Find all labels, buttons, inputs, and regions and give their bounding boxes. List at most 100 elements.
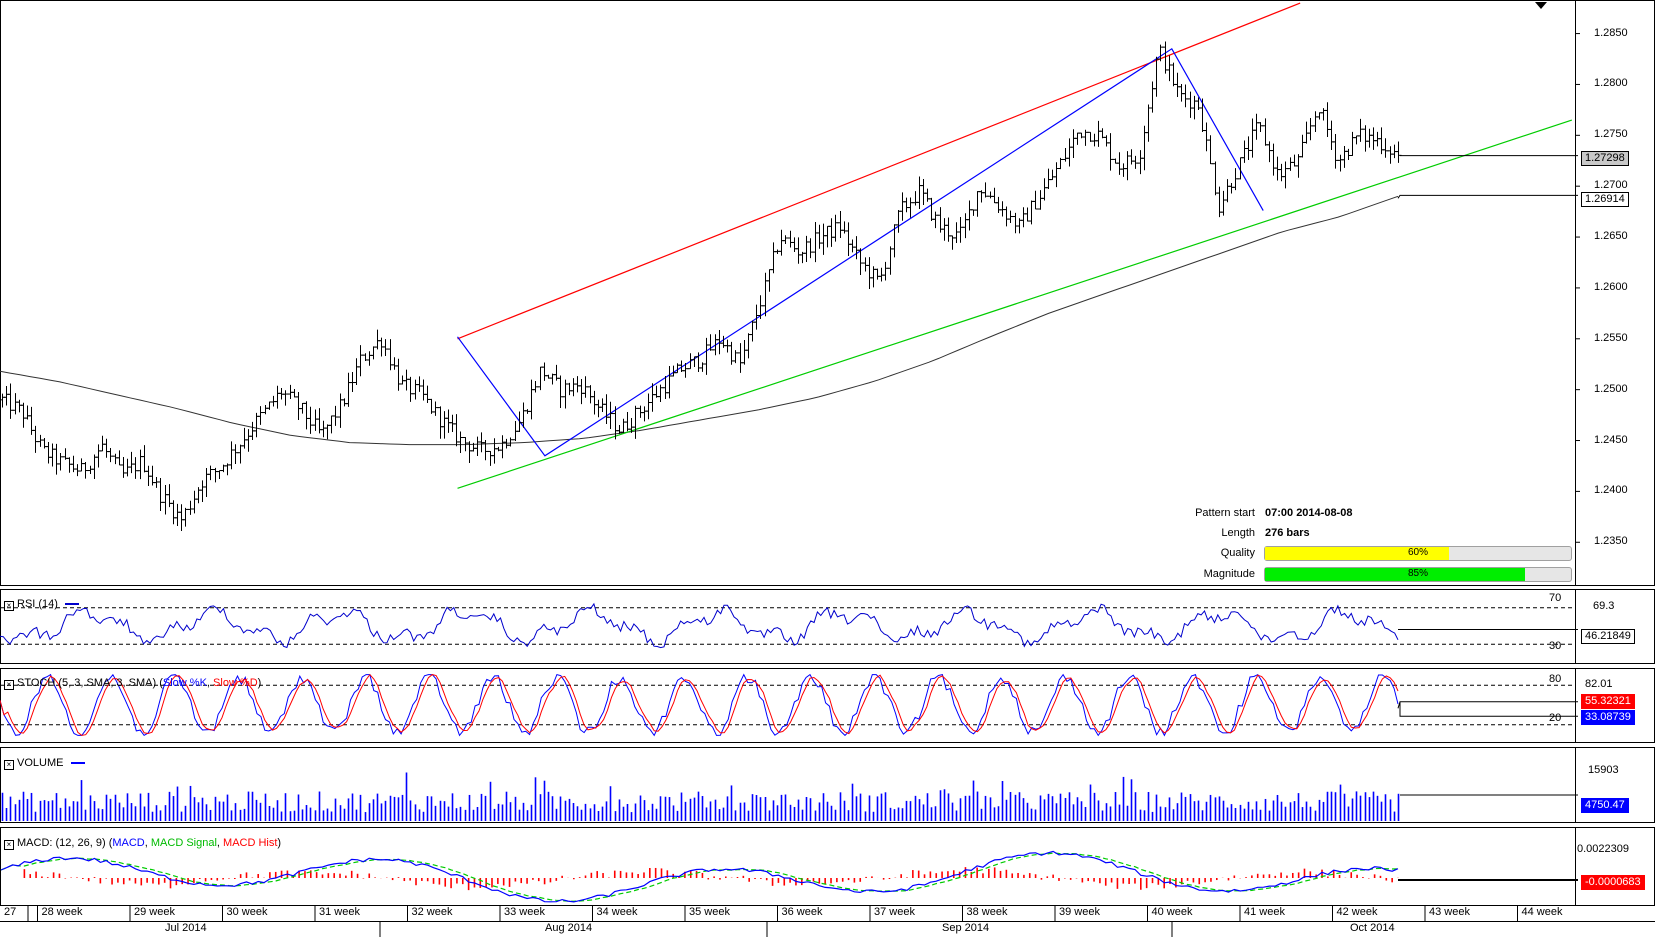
magnitude-bar: 85% — [1264, 567, 1572, 582]
volume-title-text: VOLUME — [17, 757, 64, 769]
moving-average-path — [0, 195, 1399, 446]
magnitude-bar-text: 85% — [1407, 568, 1428, 579]
volume-panel-plot — [1, 772, 1578, 821]
stoch-title-suffix: ) — [257, 677, 262, 689]
rsi-upper-level-label: 70 — [1549, 592, 1562, 604]
macd-title-suffix: ) — [277, 837, 282, 849]
pattern-lines — [457, 2, 1573, 489]
week-label: 42 week — [1336, 906, 1378, 918]
stoch-k-line — [0, 673, 1399, 737]
macd-hist-legend: MACD Hist — [223, 837, 278, 849]
macd-panel-plot — [0, 850, 1578, 903]
week-label: 32 week — [411, 906, 453, 918]
week-label: 37 week — [874, 906, 915, 918]
stoch-sep: , — [206, 677, 214, 689]
week-label: 41 week — [1244, 906, 1285, 918]
macd-axis-label: 0.0022309 — [1577, 843, 1629, 855]
week-label: 36 week — [781, 906, 823, 918]
last-price-badge: 1.27298 — [1581, 151, 1629, 166]
moving-average-line — [0, 195, 1399, 446]
rsi-value-badge: 46.21849 — [1581, 629, 1635, 644]
rsi-axis-label: 69.3 — [1593, 600, 1615, 612]
price-tick-label: 1.2700 — [1594, 179, 1628, 192]
macd-value-badge: -0.0000683 — [1581, 875, 1645, 890]
week-label: 35 week — [689, 906, 730, 918]
rsi-title-text: RSI (14) — [17, 598, 58, 610]
pattern-length-value: 276 bars — [1265, 527, 1310, 539]
value-connectors — [1397, 155, 1578, 199]
close-panel-icon[interactable]: × — [4, 760, 14, 770]
stoch-k-value-badge: 33.08739 — [1581, 710, 1635, 725]
month-label: Sep 2014 — [942, 922, 990, 934]
stoch-d-value-badge: 55.32321 — [1581, 694, 1635, 709]
month-label: Oct 2014 — [1350, 922, 1395, 934]
close-panel-icon[interactable]: × — [4, 601, 14, 611]
magnitude-bar-fill — [1265, 568, 1526, 581]
volume-value-badge: 4750.47 — [1581, 798, 1629, 813]
week-label: 34 week — [596, 906, 638, 918]
rsi-lower-level-label: 30 — [1549, 640, 1562, 652]
stoch-upper-level-label: 80 — [1549, 673, 1562, 685]
stoch-d-connector — [1397, 701, 1578, 709]
week-label: 38 week — [966, 906, 1008, 918]
price-tick-label: 1.2600 — [1594, 280, 1628, 293]
week-label: 40 week — [1151, 906, 1193, 918]
rsi-panel-plot — [0, 602, 1578, 649]
volume-axis-label: 15903 — [1588, 764, 1619, 776]
zigzag-path — [457, 47, 1264, 457]
week-label: 29 week — [134, 906, 175, 918]
pattern-start-value: 07:00 2014-08-08 — [1265, 507, 1353, 519]
month-label: Jul 2014 — [165, 922, 207, 934]
price-tick-label: 1.2400 — [1594, 484, 1628, 497]
macd-sep2: , — [216, 837, 224, 849]
stoch-panel-plot — [0, 673, 1578, 737]
price-tick-label: 1.2850 — [1594, 26, 1628, 39]
price-tick-label: 1.2800 — [1594, 77, 1628, 90]
price-tick-label: 1.2750 — [1594, 128, 1628, 141]
panel-frame-rsi — [0, 589, 1655, 664]
rsi-line — [0, 602, 1399, 649]
stoch-title-text: STOCH (5, 3, SMA, 3, SMA) ( — [17, 677, 163, 689]
week-label: 39 week — [1059, 906, 1100, 918]
ma-connector — [1397, 194, 1578, 199]
moving-average-value-badge: 1.26914 — [1581, 192, 1629, 207]
pattern-length-label: Length — [1221, 527, 1255, 539]
stoch-k-connector — [1399, 701, 1578, 717]
week-label: 28 week — [41, 906, 83, 918]
quality-bar: 60% — [1264, 546, 1572, 561]
price-tick-label: 1.2450 — [1594, 433, 1628, 446]
week-label: 43 week — [1429, 906, 1470, 918]
month-label: Aug 2014 — [545, 922, 593, 934]
price-tick-label: 1.2500 — [1594, 382, 1628, 395]
macd-title-text: MACD: (12, 26, 9) ( — [17, 837, 113, 849]
stoch-k-legend: Slow %K — [162, 677, 207, 689]
rsi-legend-swatch — [65, 603, 80, 606]
stoch-lower-level-label: 20 — [1549, 712, 1562, 724]
price-tick-label: 1.2650 — [1594, 230, 1628, 243]
volume-panel-title[interactable]: × VOLUME — [4, 757, 85, 770]
macd-legend: MACD — [112, 837, 145, 849]
macd-panel-title[interactable]: × MACD: (12, 26, 9) (MACD, MACD Signal, M… — [4, 837, 282, 850]
stoch-panel-title[interactable]: × STOCH (5, 3, SMA, 3, SMA) (Slow %K, Slo… — [4, 677, 262, 690]
week-label: 30 week — [226, 906, 268, 918]
quality-bar-text: 60% — [1407, 547, 1428, 558]
week-label: 44 week — [1521, 906, 1563, 918]
macd-line — [0, 850, 1399, 903]
week-label: 33 week — [504, 906, 545, 918]
pattern-quality-label: Quality — [1220, 547, 1255, 559]
price-tick-label: 1.2350 — [1594, 535, 1628, 548]
week-label: 31 week — [319, 906, 360, 918]
macd-sep1: , — [144, 837, 151, 849]
quality-bar-fill — [1265, 547, 1449, 560]
rsi-panel-title[interactable]: × RSI (14) — [4, 598, 80, 611]
stoch-axis-label: 82.01 — [1585, 678, 1613, 690]
stoch-d-legend: Slow %D — [213, 677, 258, 689]
close-panel-icon[interactable]: × — [4, 840, 14, 850]
scroll-marker-icon — [1535, 2, 1547, 9]
macd-signal-legend: MACD Signal — [150, 837, 217, 849]
pattern-start-label: Pattern start — [1195, 507, 1255, 519]
price-bars — [0, 41, 1402, 531]
close-panel-icon[interactable]: × — [4, 680, 14, 690]
